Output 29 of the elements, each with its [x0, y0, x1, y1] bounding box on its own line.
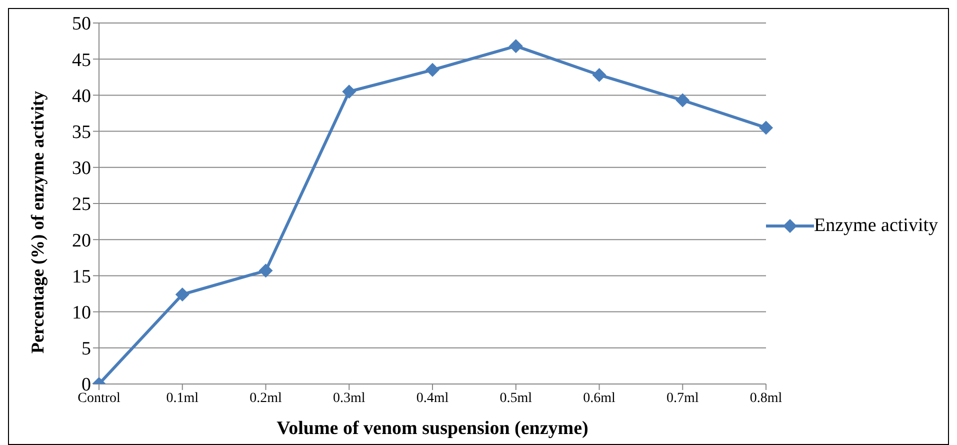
y-tick-label: 5 — [82, 338, 91, 360]
x-tick-label: 0.2ml — [250, 390, 282, 406]
point — [508, 39, 523, 54]
point — [592, 68, 606, 82]
y-tick-label: 30 — [72, 158, 91, 180]
y-axis-title: Percentage (%) of enzyme activity — [27, 90, 48, 354]
y-tick-label: 35 — [72, 122, 91, 144]
y-tick-label: 50 — [72, 14, 91, 35]
y-tick-label: 45 — [72, 50, 91, 71]
legend-label: Enzyme activity — [814, 214, 938, 236]
point — [258, 264, 273, 278]
x-axis-title: Volume of venom suspension (enzyme) — [276, 418, 588, 439]
point — [759, 120, 774, 135]
y-tick-label: 10 — [72, 302, 91, 324]
y-tick-label: 20 — [72, 230, 91, 252]
y-tick-label: 40 — [72, 86, 91, 107]
point — [175, 287, 190, 302]
point — [426, 62, 440, 77]
x-tick-label: 0.4ml — [416, 390, 449, 406]
x-tick-label: 0.1ml — [166, 390, 199, 406]
x-tick-label: 0.8ml — [750, 390, 782, 406]
y-tick-label: 15 — [72, 266, 91, 288]
x-tick-label: 0.3ml — [332, 390, 366, 406]
point — [342, 84, 356, 99]
point — [676, 93, 690, 108]
y-tick-label: 25 — [72, 194, 91, 216]
x-tick-label: 0.7ml — [666, 390, 699, 406]
x-tick-label: 0.6ml — [583, 390, 616, 406]
x-tick-label: 0.5ml — [500, 390, 532, 406]
